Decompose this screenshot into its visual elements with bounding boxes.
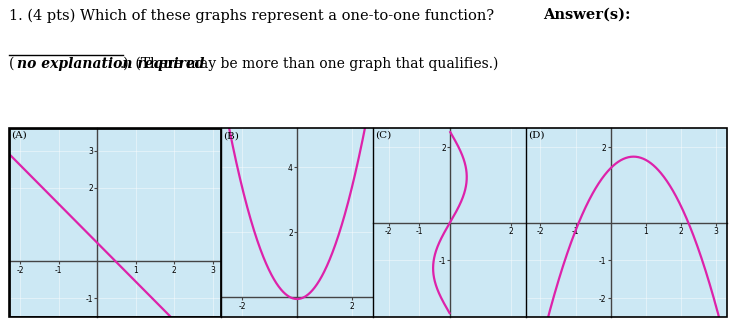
Text: (B): (B) [223, 132, 239, 141]
Text: (: ( [9, 57, 14, 71]
Text: (There may be more than one graph that qualifies.): (There may be more than one graph that q… [131, 57, 498, 71]
Text: (A): (A) [11, 130, 26, 139]
Text: (C): (C) [375, 130, 391, 139]
Text: .): .) [120, 57, 129, 71]
Text: Answer(s):: Answer(s): [543, 8, 631, 22]
Text: 1. (4 pts) Which of these graphs represent a one-to-one function?: 1. (4 pts) Which of these graphs represe… [9, 8, 498, 22]
Bar [9, 128, 221, 317]
Text: (D): (D) [528, 130, 545, 139]
Text: no explanation required: no explanation required [17, 57, 204, 71]
